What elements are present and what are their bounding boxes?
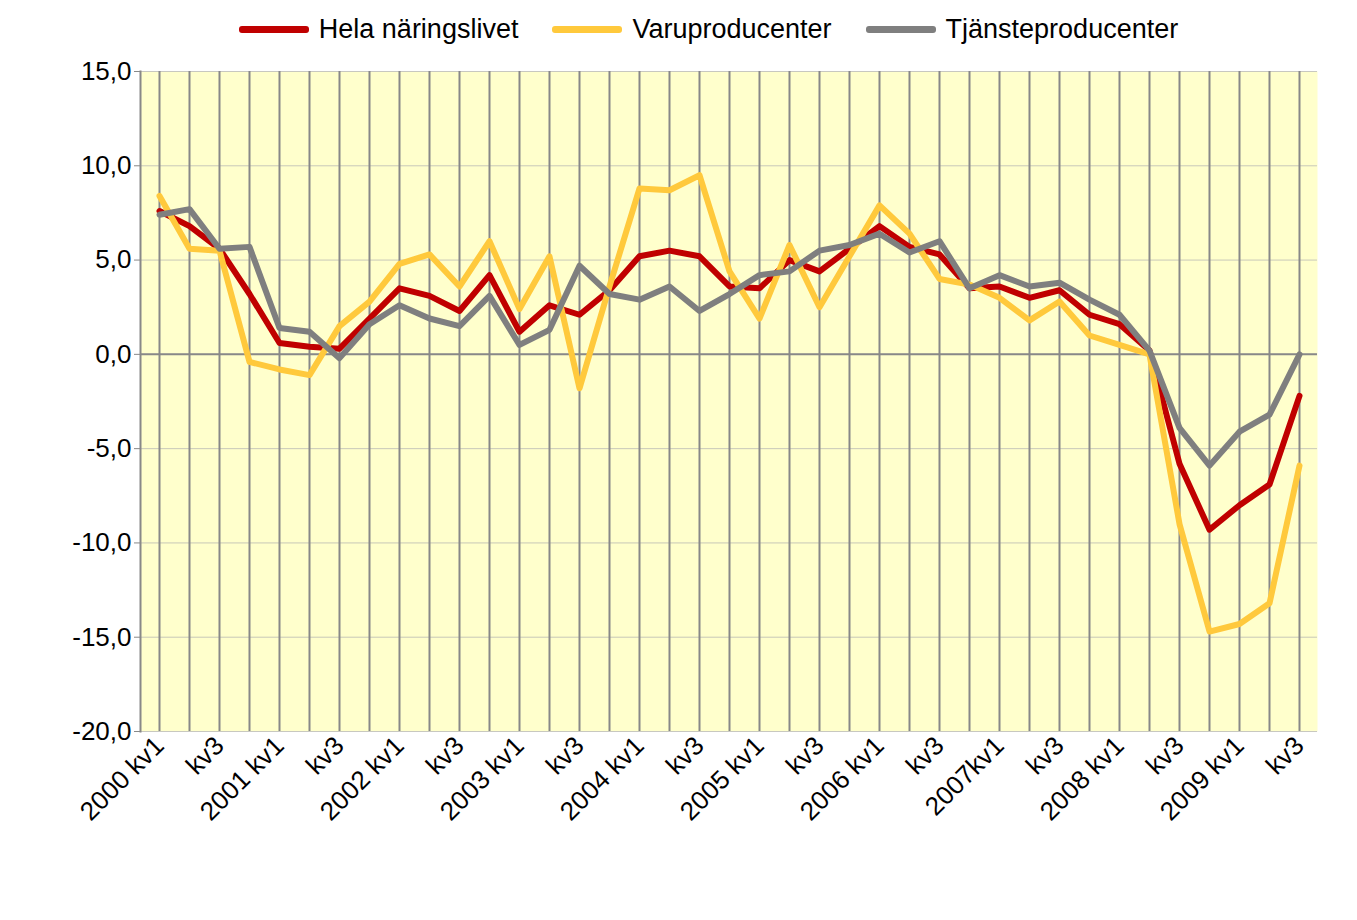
- html-text:Tjänsteproducenter: Tjänsteproducenter: [945, 14, 1179, 44]
- svg-text:kv3: kv3: [180, 730, 230, 780]
- svg-text:kv3: kv3: [780, 730, 830, 780]
- svg-text:2000 kv1: 2000 kv1: [74, 730, 170, 826]
- svg-text:0,0: 0,0: [95, 339, 131, 369]
- html-text:Hela näringslivet: Hela näringslivet: [318, 14, 519, 44]
- svg-text:-10,0: -10,0: [72, 527, 131, 557]
- svg-text:-5,0: -5,0: [87, 433, 132, 463]
- svg-text:2009 kv1: 2009 kv1: [1154, 730, 1250, 826]
- svg-text:5,0: 5,0: [95, 244, 131, 274]
- svg-text:2006 kv1: 2006 kv1: [794, 730, 890, 826]
- html-text:Varuproducenter: Varuproducenter: [632, 14, 832, 44]
- svg-text:kv3: kv3: [1260, 730, 1310, 780]
- svg-text:2003 kv1: 2003 kv1: [434, 730, 530, 826]
- svg-text:2004 kv1: 2004 kv1: [554, 730, 650, 826]
- svg-text:-20,0: -20,0: [72, 716, 131, 746]
- svg-text:kv3: kv3: [1140, 730, 1190, 780]
- svg-text:2001 kv1: 2001 kv1: [194, 730, 290, 826]
- svg-text:2002 kv1: 2002 kv1: [314, 730, 410, 826]
- svg-text:kv3: kv3: [420, 730, 470, 780]
- svg-text:kv3: kv3: [660, 730, 710, 780]
- svg-text:kv3: kv3: [540, 730, 590, 780]
- svg-text:kv3: kv3: [900, 730, 950, 780]
- svg-text:2008 kv1: 2008 kv1: [1034, 730, 1130, 826]
- svg-text:10,0: 10,0: [81, 150, 132, 180]
- svg-text:-15,0: -15,0: [72, 622, 131, 652]
- svg-text:2005 kv1: 2005 kv1: [674, 730, 770, 826]
- svg-text:2007kv1: 2007kv1: [919, 730, 1010, 821]
- svg-text:15,0: 15,0: [81, 56, 132, 86]
- svg-text:kv3: kv3: [300, 730, 350, 780]
- svg-text:kv3: kv3: [1020, 730, 1070, 780]
